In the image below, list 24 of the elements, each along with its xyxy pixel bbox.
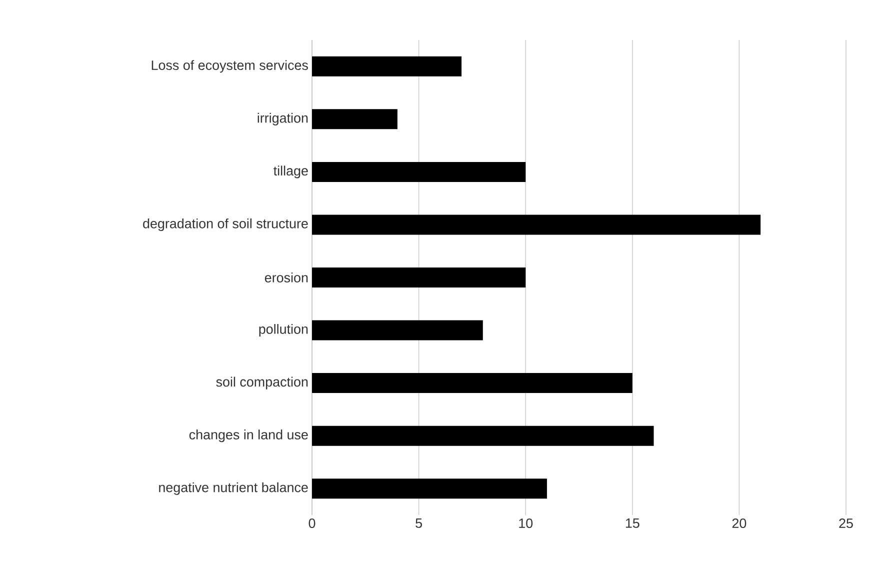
bar: [312, 267, 526, 288]
y-tick-label: changes in land use: [189, 430, 308, 442]
x-tick-label: 20: [732, 518, 746, 528]
bar: [312, 426, 654, 446]
y-tick-label: Loss of ecoystem services: [152, 60, 308, 73]
x-tick-label: 25: [839, 518, 853, 528]
bar: [312, 320, 483, 340]
y-tick-label: negative nutrient balance: [159, 482, 308, 495]
bar: [312, 214, 761, 235]
y-tick-label: soil compaction: [216, 376, 308, 390]
x-tick-label: 5: [416, 518, 422, 528]
y-tick-label: tillage: [274, 166, 308, 178]
y-tick-label: irrigation: [258, 112, 308, 126]
y-tick-label: erosion: [264, 272, 308, 282]
bar: [312, 162, 526, 182]
bar: [312, 56, 462, 76]
bar: [312, 109, 398, 130]
x-tick-label: 15: [626, 518, 640, 528]
x-tick-label: 10: [519, 518, 533, 528]
y-tick-label: degradation of soil structure: [143, 218, 308, 231]
bar: [312, 478, 547, 499]
x-tick-label: 0: [308, 518, 316, 528]
y-tick-label: pollution: [259, 324, 308, 337]
bar: [312, 373, 632, 394]
